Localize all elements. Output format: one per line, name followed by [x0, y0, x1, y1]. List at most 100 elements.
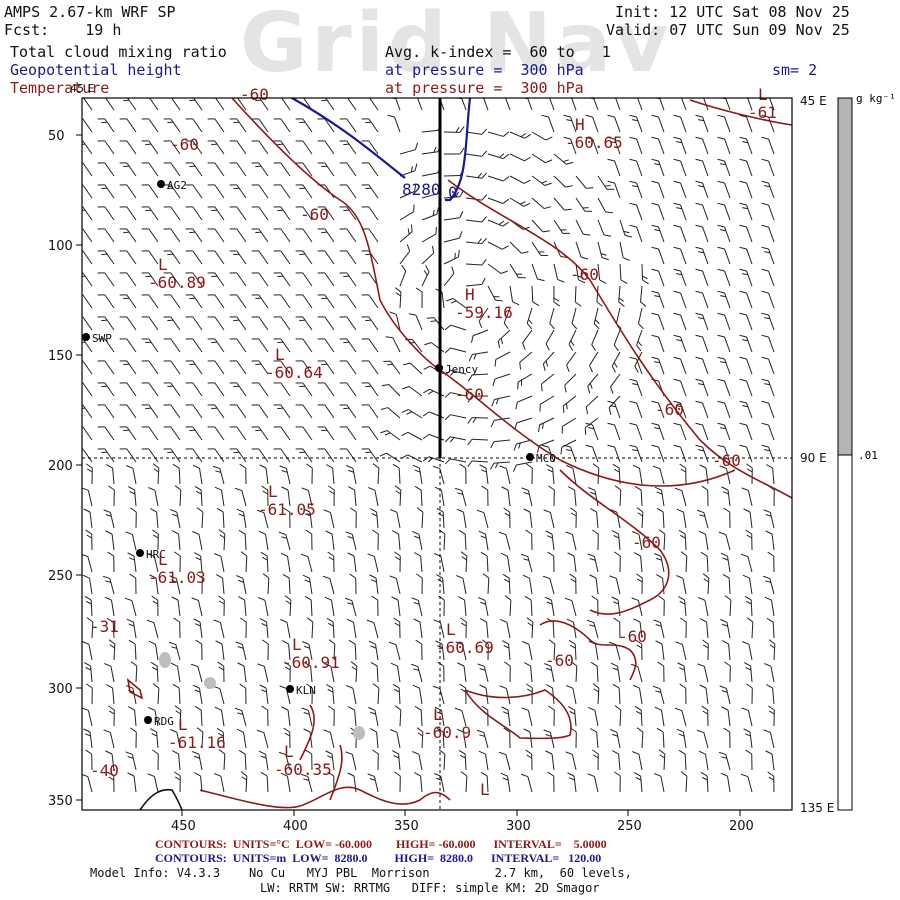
wind-barb [339, 448, 357, 463]
wind-barb [207, 118, 225, 133]
wind-barb [295, 294, 313, 309]
wind-barb [465, 277, 486, 287]
colorbar-units: g kg⁻¹ [856, 92, 896, 105]
wind-barb [766, 464, 775, 485]
wind-barb [379, 452, 401, 463]
extremum-symbol: L [284, 742, 294, 761]
wind-barb [390, 98, 401, 111]
wind-barb [765, 530, 775, 551]
wind-barb [273, 448, 291, 463]
wind-barb [719, 465, 731, 485]
wind-barb [322, 575, 335, 595]
wind-barb [174, 705, 182, 727]
wind-barb [443, 231, 463, 243]
station-dot [286, 685, 294, 693]
wind-barb [651, 246, 665, 265]
cloud-shading [159, 652, 365, 740]
wind-barb [119, 206, 137, 221]
wind-barb [742, 574, 753, 595]
wind-barb [673, 290, 687, 309]
wind-barb [295, 162, 313, 177]
wind-barb [585, 422, 599, 441]
extremum-symbol: L [158, 550, 168, 569]
wind-barb [768, 639, 776, 661]
wind-barb [636, 573, 643, 595]
wind-barb [163, 294, 181, 309]
wind-barb [456, 575, 467, 595]
wind-barb [679, 683, 687, 705]
wind-barb [458, 749, 467, 771]
extremum-symbol: L [433, 705, 443, 724]
wind-barb [368, 487, 379, 507]
wind-barb [544, 596, 555, 617]
wind-barb [676, 728, 687, 749]
extremum-symbol: L [292, 635, 302, 654]
wind-barb [317, 316, 335, 331]
wind-barb [317, 228, 335, 243]
wind-barb [467, 460, 489, 468]
wind-barb [403, 362, 423, 375]
wind-barb [766, 617, 775, 639]
wind-barb [651, 202, 665, 221]
wind-barb [399, 204, 415, 221]
wind-barb [651, 312, 665, 331]
wind-barb [300, 553, 313, 573]
wind-barb [185, 118, 203, 133]
wind-barb [102, 575, 115, 595]
wind-barb [584, 417, 599, 435]
wind-barb [652, 685, 665, 705]
wind-barb [545, 750, 555, 771]
station-label: KLN [296, 684, 316, 697]
wind-barb [97, 382, 115, 397]
wind-barb [702, 639, 709, 661]
wind-barb [491, 395, 511, 407]
contour-value-label: -60 [455, 385, 484, 404]
temperature-contour-line [199, 786, 451, 809]
wind-barb [432, 465, 445, 485]
wind-barb [585, 114, 599, 133]
wind-barb [147, 553, 159, 573]
wind-barb [295, 250, 313, 265]
wind-barb [163, 162, 181, 177]
wind-barb [229, 140, 247, 155]
wind-barb [514, 417, 533, 430]
wind-barb [502, 573, 511, 595]
wind-barb [614, 485, 622, 507]
wind-barb [152, 683, 160, 705]
wind-barb [260, 771, 269, 793]
wind-barb [295, 360, 313, 375]
wind-barb [97, 162, 115, 177]
wind-barb [82, 140, 93, 155]
wind-barb [399, 244, 411, 265]
map-axes: 450 400 350 300 250 200 50 100 150 200 250 300 350 45… [48, 82, 834, 834]
wind-barb [369, 574, 379, 595]
wind-barb [465, 216, 487, 223]
footer-model-physics: LW: RRTM SW: RRTMG DIFF: simple KM: 2D S… [260, 881, 600, 895]
wind-barb [361, 184, 379, 199]
wind-barb [695, 202, 709, 221]
wind-barb [746, 617, 754, 639]
wind-barb [214, 706, 225, 727]
wind-barb [651, 356, 665, 375]
wind-barb [743, 508, 753, 529]
field-cloud-label: Total cloud mixing ratio [10, 43, 227, 61]
wind-barb [764, 663, 775, 683]
extremum-value: -60.64 [265, 363, 323, 382]
wind-barb [525, 749, 533, 771]
wind-barb [339, 140, 357, 155]
wind-barb [531, 153, 553, 164]
wind-barb [695, 224, 709, 243]
wind-barb [673, 312, 687, 331]
wind-barb [106, 617, 115, 639]
wind-barb [412, 464, 423, 485]
wind-barb [531, 175, 552, 187]
wind-barb [567, 772, 577, 793]
wind-barb [619, 219, 633, 238]
contour-value-label: -60 [170, 135, 199, 154]
wind-barb [368, 640, 379, 661]
wind-barb [531, 241, 548, 256]
wind-barb [761, 356, 775, 375]
wind-barb [698, 750, 709, 771]
wind-barb [152, 749, 159, 771]
wind-barb [454, 707, 467, 727]
